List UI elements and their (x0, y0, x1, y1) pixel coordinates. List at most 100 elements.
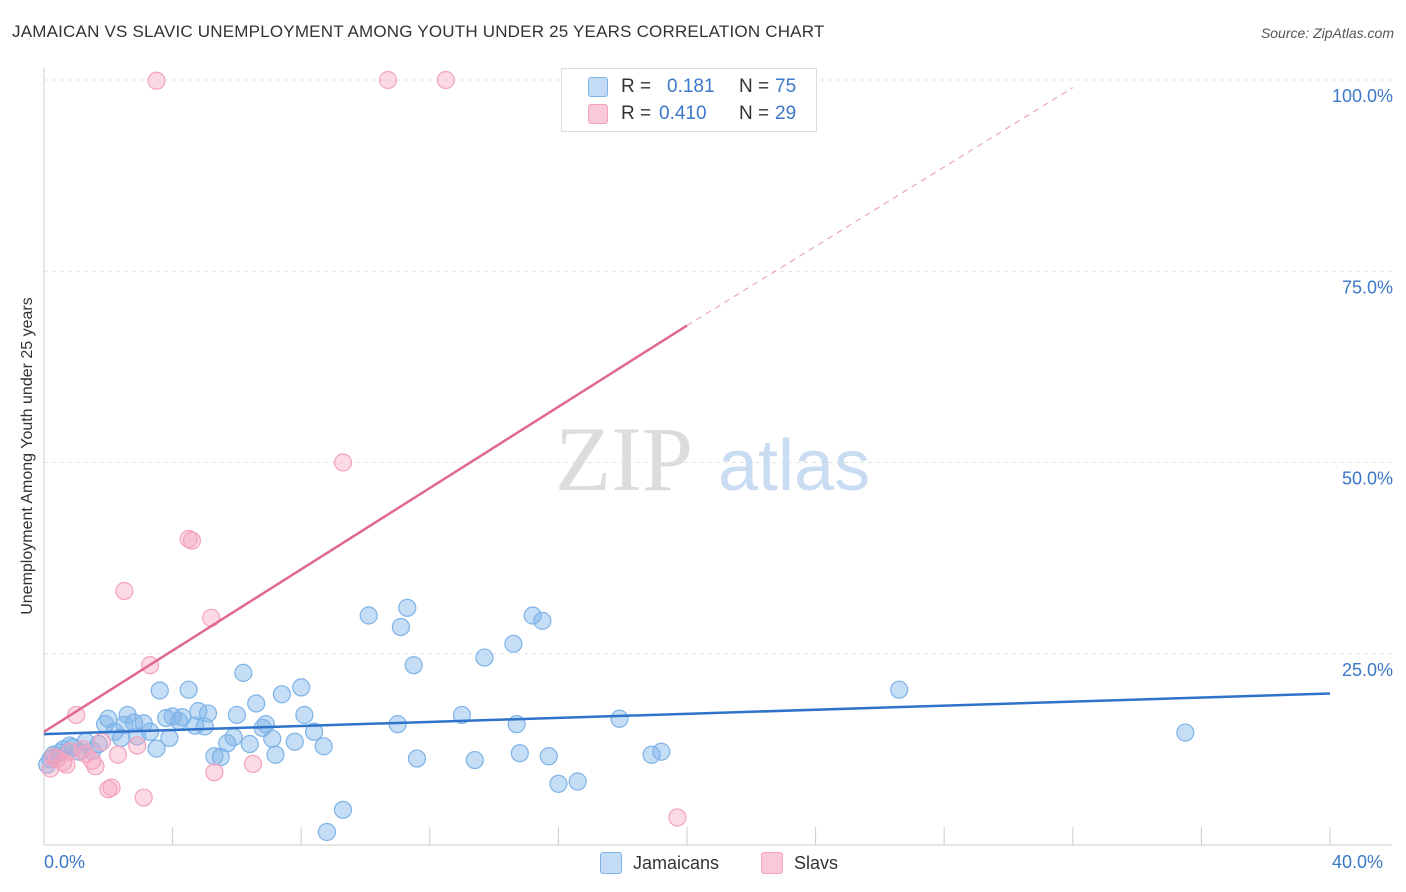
stats-legend: R = 0.181 N = 75 R = 0.410 N = 29 (561, 68, 817, 132)
jamaicans-point (173, 708, 192, 727)
jamaicans-point (234, 663, 253, 682)
jamaicans-point (163, 707, 182, 726)
slavs-swatch (588, 104, 608, 124)
slavs-point (134, 788, 153, 807)
slavs-point (67, 705, 86, 725)
jamaicans-swatch (600, 852, 622, 874)
jamaicans-point (89, 734, 108, 754)
y-tick-label: 75.0% (1342, 277, 1393, 297)
jamaicans-point (224, 728, 243, 747)
y-tick-label: 100.0% (1332, 86, 1393, 106)
slavs-point (54, 753, 73, 772)
jamaicans-point (266, 745, 285, 764)
legend-label-jamaicans: Jamaicans (633, 852, 720, 873)
jamaicans-point (263, 729, 282, 748)
series-legend: Jamaicans Slavs (0, 852, 1406, 876)
slavs-point (147, 71, 166, 90)
jamaicans-point (160, 728, 179, 748)
slavs-point (182, 531, 201, 550)
legend-label-slavs: Slavs (794, 852, 839, 873)
jamaicans-point (398, 598, 417, 617)
jamaicans-point (652, 742, 671, 761)
slavs-point (436, 70, 455, 90)
jamaicans-point (404, 656, 423, 675)
jamaicans-point (407, 749, 427, 768)
slavs-point (115, 581, 134, 601)
slavs-point (86, 757, 105, 776)
watermark-atlas: atlas (718, 426, 870, 506)
trend-lines (43, 87, 1331, 736)
jamaicans-point (523, 606, 542, 625)
jamaicans-point (314, 737, 333, 756)
y-tick-label: 25.0% (1342, 660, 1393, 680)
legend-n-label: N = (739, 76, 770, 97)
jamaicans-point (205, 747, 224, 766)
legend-n-value: 75 (775, 76, 797, 97)
jamaicans-point (304, 722, 324, 741)
jamaicans-points (38, 598, 1195, 842)
jamaicans-point (317, 822, 337, 842)
slavs-point (243, 754, 263, 774)
watermark-zip: ZIP (555, 408, 693, 510)
slavs-swatch (761, 852, 783, 874)
slavs-point (108, 745, 128, 764)
legend-r-value: 0.181 (667, 76, 715, 97)
jamaicans-point (504, 634, 523, 653)
legend-n-value: 29 (775, 103, 797, 124)
legend-r-label: R = (621, 76, 652, 97)
chart-title: JAMAICAN VS SLAVIC UNEMPLOYMENT AMONG YO… (12, 22, 825, 41)
jamaicans-point (147, 739, 166, 758)
jamaicans-point (285, 732, 304, 751)
legend-r-value: 0.410 (659, 103, 707, 124)
slavs-point (92, 732, 111, 751)
slavs-point (333, 453, 353, 472)
axes (43, 68, 1392, 846)
slavs-point (205, 763, 224, 782)
jamaicans-point (295, 705, 314, 725)
slavs-point (57, 755, 76, 774)
jamaicans-point (179, 680, 198, 699)
jamaicans-point (549, 774, 568, 793)
slavs-point (668, 808, 687, 827)
slavs-point (128, 736, 147, 755)
jamaicans-point (333, 800, 353, 819)
jamaicans-point (539, 747, 558, 766)
jamaicans-point (465, 750, 484, 770)
jamaicans-swatch (588, 77, 608, 97)
legend-r-label: R = (621, 103, 652, 124)
jamaicans-point (890, 680, 909, 699)
jamaicans-point (391, 617, 410, 637)
gridlines (44, 79, 1392, 655)
slavs-point (73, 740, 92, 759)
legend-row-jamaicans: R = 0.181 N = 75 (588, 75, 796, 99)
jamaicans-point (510, 744, 529, 763)
jamaicans-point (359, 606, 378, 625)
y-tick-label: 50.0% (1342, 469, 1393, 489)
jamaicans-point (227, 705, 246, 725)
jamaicans-point (272, 685, 292, 704)
jamaicans-point (475, 648, 494, 667)
slavs-point (102, 778, 121, 797)
slavs-trend-extension (686, 87, 1074, 327)
legend-item-slavs[interactable]: Slavs (761, 852, 838, 874)
x-tick-label-max: 40.0% (1332, 852, 1384, 872)
jamaicans-point (452, 705, 472, 725)
jamaicans-point (610, 709, 629, 728)
slavs-points (41, 70, 687, 827)
legend-n-label: N = (739, 103, 770, 124)
source-label: Source: ZipAtlas.com (1260, 25, 1394, 41)
jamaicans-trend-line (43, 692, 1331, 736)
jamaicans-point (247, 694, 266, 713)
jamaicans-point (198, 704, 218, 723)
legend-item-jamaicans[interactable]: Jamaicans (600, 852, 719, 874)
slavs-point (378, 70, 398, 90)
jamaicans-point (533, 611, 552, 630)
jamaicans-point (292, 678, 311, 697)
jamaicans-point (1176, 723, 1195, 742)
y-tick-labels: 25.0% 50.0% 75.0% 100.0% (1332, 86, 1393, 680)
jamaicans-point (240, 734, 259, 754)
jamaicans-point (150, 681, 169, 700)
x-tick-label-min: 0.0% (44, 852, 86, 872)
jamaicans-point (568, 772, 587, 791)
